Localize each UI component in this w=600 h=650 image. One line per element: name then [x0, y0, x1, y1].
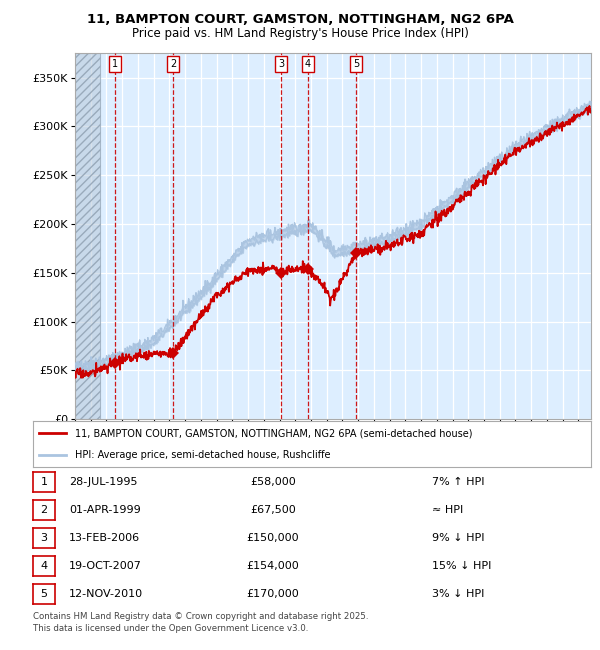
Text: 3: 3: [278, 58, 284, 69]
Text: 7% ↑ HPI: 7% ↑ HPI: [432, 477, 485, 487]
Text: 28-JUL-1995: 28-JUL-1995: [69, 477, 137, 487]
Text: 15% ↓ HPI: 15% ↓ HPI: [432, 561, 491, 571]
Text: ≈ HPI: ≈ HPI: [432, 505, 463, 515]
Text: 2: 2: [170, 58, 176, 69]
Text: £150,000: £150,000: [247, 533, 299, 543]
Text: 11, BAMPTON COURT, GAMSTON, NOTTINGHAM, NG2 6PA (semi-detached house): 11, BAMPTON COURT, GAMSTON, NOTTINGHAM, …: [75, 428, 472, 439]
Text: 3: 3: [41, 533, 47, 543]
Text: 3% ↓ HPI: 3% ↓ HPI: [432, 589, 484, 599]
Text: 19-OCT-2007: 19-OCT-2007: [69, 561, 142, 571]
Bar: [75, 53, 100, 419]
Text: 4: 4: [40, 561, 47, 571]
Text: 13-FEB-2006: 13-FEB-2006: [69, 533, 140, 543]
Text: 01-APR-1999: 01-APR-1999: [69, 505, 141, 515]
Text: 9% ↓ HPI: 9% ↓ HPI: [432, 533, 485, 543]
Text: £170,000: £170,000: [247, 589, 299, 599]
Text: £67,500: £67,500: [250, 505, 296, 515]
Text: 2: 2: [40, 505, 47, 515]
Text: 1: 1: [112, 58, 118, 69]
Text: 1: 1: [41, 477, 47, 487]
Text: Price paid vs. HM Land Registry's House Price Index (HPI): Price paid vs. HM Land Registry's House …: [131, 27, 469, 40]
Text: 12-NOV-2010: 12-NOV-2010: [69, 589, 143, 599]
Text: 5: 5: [353, 58, 359, 69]
Text: HPI: Average price, semi-detached house, Rushcliffe: HPI: Average price, semi-detached house,…: [75, 450, 331, 460]
Text: 4: 4: [305, 58, 311, 69]
Text: £154,000: £154,000: [247, 561, 299, 571]
Text: 5: 5: [41, 589, 47, 599]
Text: 11, BAMPTON COURT, GAMSTON, NOTTINGHAM, NG2 6PA: 11, BAMPTON COURT, GAMSTON, NOTTINGHAM, …: [86, 13, 514, 26]
Text: Contains HM Land Registry data © Crown copyright and database right 2025.
This d: Contains HM Land Registry data © Crown c…: [33, 612, 368, 632]
Text: £58,000: £58,000: [250, 477, 296, 487]
